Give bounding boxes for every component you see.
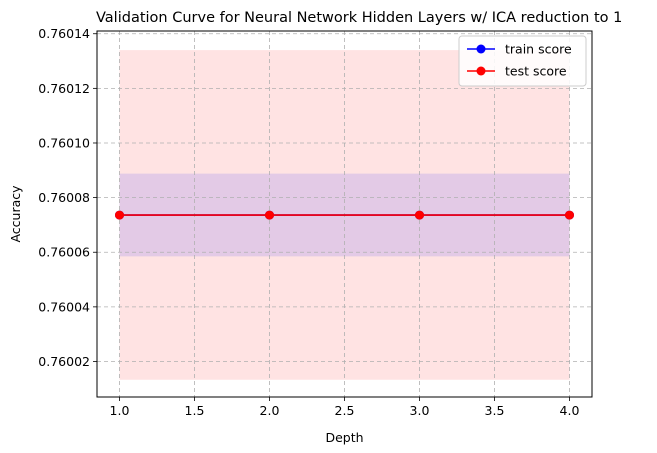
y-tick-label: 0.76004 [38,299,90,314]
y-tick-label: 0.76012 [38,81,90,96]
y-tick-label: 0.76002 [38,354,90,369]
x-tick-label: 3.5 [485,403,505,418]
x-tick-label: 2.0 [260,403,280,418]
x-axis-ticks: 1.0 1.5 2.0 2.5 3.0 3.5 4.0 [110,397,580,418]
y-axis-ticks: 0.76002 0.76004 0.76006 0.76008 0.76010 0.760… [38,26,97,369]
legend-label-test-score: test score [505,64,567,79]
y-axis-label: Accuracy [8,185,23,243]
x-tick-label: 1.0 [110,403,130,418]
point-test-score [265,210,274,220]
x-tick-label: 2.5 [335,403,355,418]
point-test-score [115,210,124,220]
legend-label-train-score: train score [505,42,572,57]
point-test-score [415,210,424,220]
legend: train score test score [458,35,587,87]
y-tick-label: 0.76010 [38,135,90,150]
legend-marker-test-score [476,66,486,76]
x-tick-label: 4.0 [560,403,580,418]
x-tick-label: 3.0 [410,403,430,418]
point-test-score [565,210,574,220]
series-lines [115,210,574,220]
y-tick-label: 0.76014 [38,26,90,41]
x-tick-label: 1.5 [185,403,205,418]
chart-title: Validation Curve for Neural Network Hidd… [96,10,622,26]
y-tick-label: 0.76008 [38,190,90,205]
x-axis-label: Depth [325,430,363,445]
y-tick-label: 0.76006 [38,245,90,260]
legend-marker-train-score [476,44,486,54]
